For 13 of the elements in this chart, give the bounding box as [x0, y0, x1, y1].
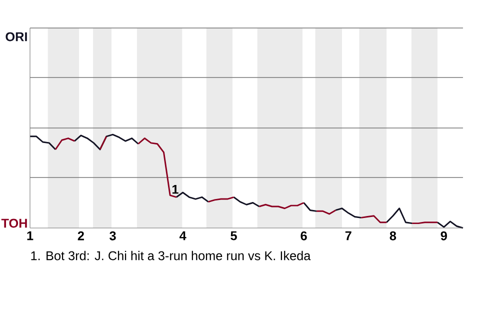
x-tick-label: 5 [230, 231, 237, 240]
x-tick-label: 3 [110, 231, 116, 240]
x-tick-label: 9 [440, 231, 447, 240]
text: 1. Bot 3rd: J. Chi hit a 3-run home run vs K. Ikeda [31, 250, 311, 260]
x-tick-label: 6 [300, 231, 307, 240]
annotation: 1 [172, 184, 178, 194]
x-tick-label: 4 [179, 231, 186, 240]
x-tick-label: 7 [345, 231, 352, 240]
x-tick-label: 8 [390, 231, 396, 240]
x-tick-label: 2 [78, 231, 84, 240]
x-tick-label: 1 [27, 231, 34, 240]
text: ORI [6, 32, 27, 42]
text: TOH [1, 218, 27, 228]
